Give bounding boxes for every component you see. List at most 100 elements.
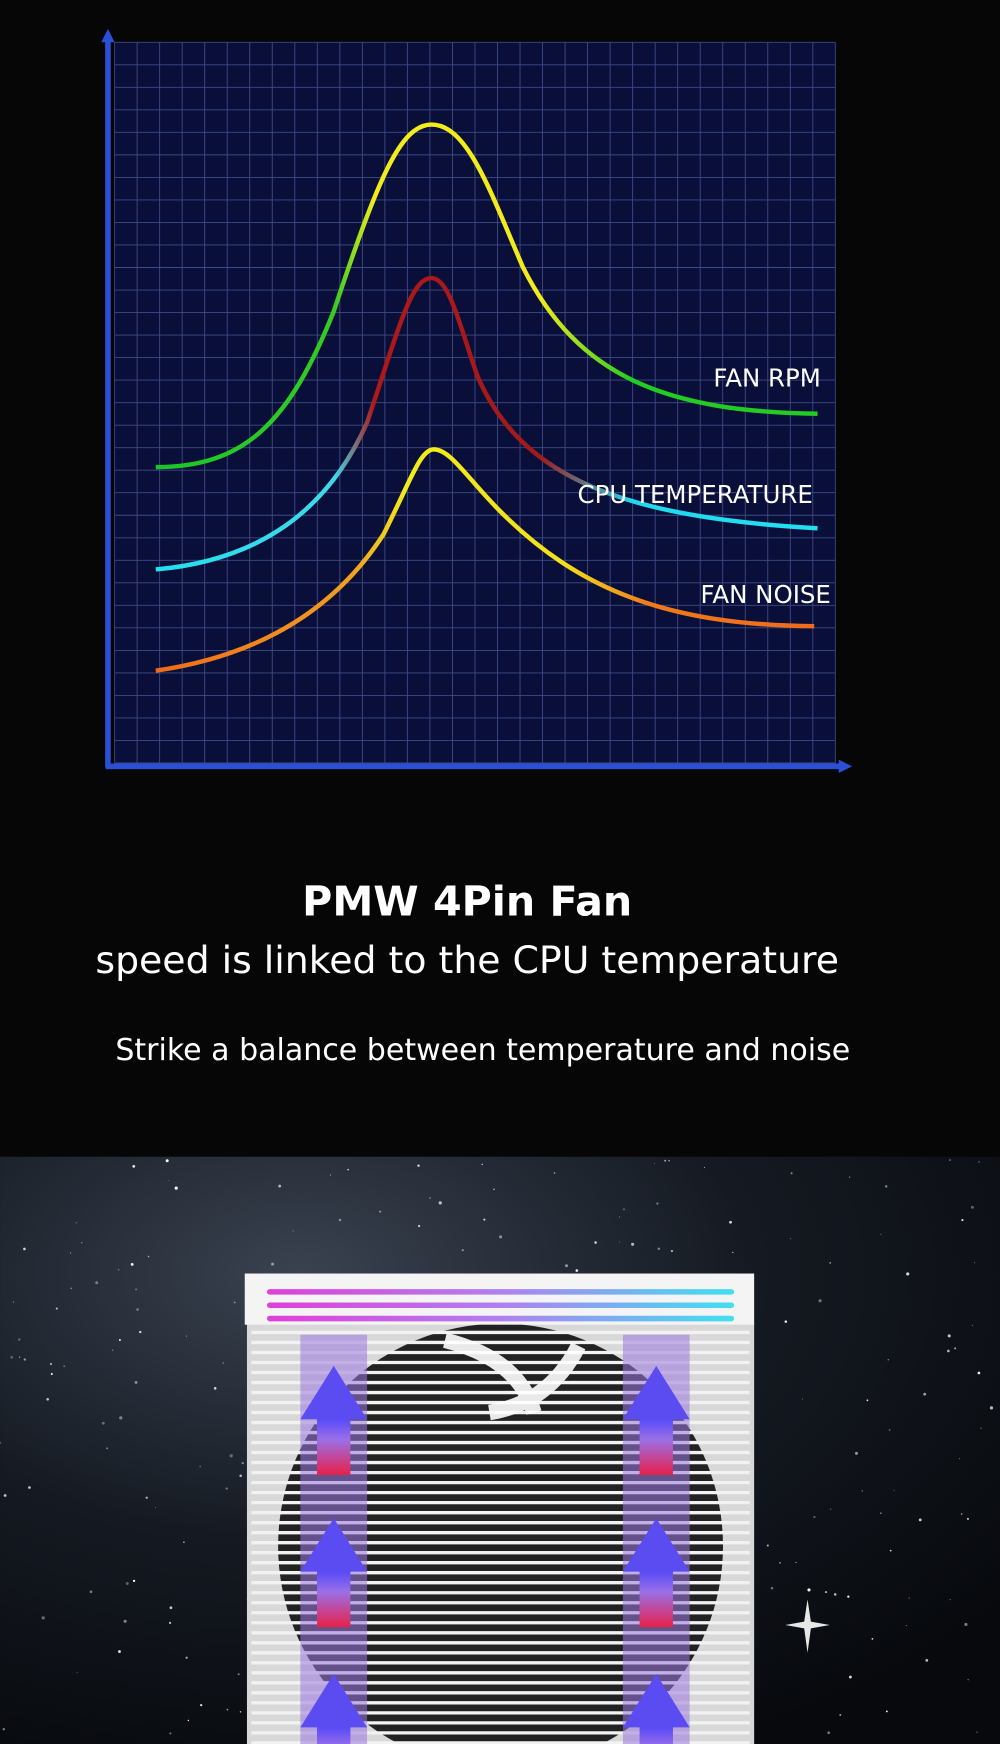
star bbox=[147, 1255, 150, 1258]
arrow-body bbox=[639, 1410, 673, 1475]
star bbox=[889, 1549, 892, 1552]
star bbox=[76, 1671, 78, 1674]
star bbox=[855, 1451, 858, 1455]
star bbox=[703, 1166, 706, 1169]
star bbox=[168, 1180, 170, 1182]
star bbox=[958, 1458, 960, 1460]
star bbox=[906, 1272, 910, 1276]
star bbox=[417, 1224, 421, 1228]
star bbox=[226, 1708, 229, 1711]
star bbox=[239, 1474, 242, 1478]
star bbox=[918, 1518, 922, 1522]
star bbox=[0, 1441, 2, 1444]
star bbox=[139, 1330, 142, 1334]
star bbox=[729, 1220, 732, 1224]
star bbox=[70, 1287, 72, 1289]
star bbox=[2, 1727, 5, 1731]
star bbox=[657, 1247, 661, 1251]
star bbox=[50, 1373, 53, 1376]
star bbox=[623, 1208, 625, 1211]
star bbox=[779, 1562, 781, 1564]
star bbox=[483, 1218, 486, 1221]
star bbox=[169, 1606, 173, 1610]
star bbox=[954, 1347, 957, 1350]
star bbox=[119, 1416, 123, 1420]
star bbox=[923, 1392, 927, 1396]
star bbox=[670, 1249, 674, 1253]
arrow-head bbox=[622, 1518, 690, 1572]
arrow-head bbox=[622, 1365, 690, 1420]
star bbox=[225, 1487, 228, 1490]
arrow-head bbox=[300, 1518, 368, 1572]
star bbox=[23, 1247, 26, 1251]
star bbox=[75, 1222, 77, 1224]
rpm-curve bbox=[155, 122, 818, 470]
cpu-curve bbox=[155, 275, 818, 572]
cap-stripes bbox=[266, 1289, 735, 1322]
star bbox=[187, 1719, 190, 1722]
star bbox=[795, 1561, 797, 1564]
star bbox=[565, 1264, 568, 1268]
star bbox=[3, 1494, 7, 1497]
arrow-body bbox=[639, 1562, 673, 1628]
star bbox=[271, 1262, 275, 1266]
star bbox=[848, 1675, 852, 1679]
star bbox=[185, 1335, 187, 1337]
noise-curve bbox=[155, 447, 815, 673]
star bbox=[101, 1421, 105, 1425]
star bbox=[106, 1447, 109, 1450]
star bbox=[925, 1659, 929, 1662]
star bbox=[830, 1508, 832, 1510]
star bbox=[81, 1242, 83, 1244]
star bbox=[960, 1513, 963, 1515]
star bbox=[973, 1261, 976, 1264]
star bbox=[10, 1355, 13, 1359]
star bbox=[827, 1731, 831, 1735]
star bbox=[174, 1186, 178, 1190]
star bbox=[619, 1216, 621, 1218]
star bbox=[118, 1339, 121, 1341]
star bbox=[976, 1731, 978, 1734]
curve-label: CPU TEMPERATURE bbox=[578, 480, 813, 509]
star bbox=[165, 1159, 169, 1163]
star bbox=[338, 1218, 342, 1222]
cooler bbox=[244, 1273, 755, 1744]
star bbox=[949, 1159, 951, 1161]
star bbox=[169, 1732, 172, 1735]
star bbox=[185, 1656, 188, 1659]
star bbox=[884, 1185, 888, 1188]
star bbox=[278, 1184, 282, 1188]
star bbox=[199, 1465, 201, 1468]
tagline: Strike a balance between temperature and… bbox=[115, 1033, 850, 1068]
grid bbox=[114, 41, 836, 764]
star bbox=[970, 1205, 974, 1209]
star bbox=[947, 1334, 951, 1338]
star bbox=[222, 1362, 224, 1364]
sparkle bbox=[785, 1599, 830, 1653]
star bbox=[292, 1230, 294, 1232]
fan-blade bbox=[442, 1332, 586, 1421]
arrow-body bbox=[317, 1562, 351, 1628]
star bbox=[63, 1365, 65, 1367]
star bbox=[885, 1710, 888, 1713]
star bbox=[880, 1233, 882, 1235]
star bbox=[239, 1711, 242, 1713]
star bbox=[112, 1349, 114, 1351]
star bbox=[70, 1252, 72, 1254]
star bbox=[241, 1461, 244, 1465]
star bbox=[847, 1595, 850, 1598]
star bbox=[866, 1399, 869, 1402]
star bbox=[429, 1197, 431, 1199]
star bbox=[871, 1637, 874, 1640]
star bbox=[839, 1713, 842, 1716]
star bbox=[438, 1201, 442, 1205]
star bbox=[978, 1161, 980, 1163]
arrows bbox=[300, 1365, 690, 1744]
star bbox=[55, 1307, 58, 1310]
star bbox=[908, 1597, 910, 1599]
star bbox=[183, 1541, 185, 1543]
arrow-body bbox=[317, 1410, 351, 1475]
star bbox=[813, 1515, 816, 1519]
star bbox=[379, 1210, 382, 1213]
